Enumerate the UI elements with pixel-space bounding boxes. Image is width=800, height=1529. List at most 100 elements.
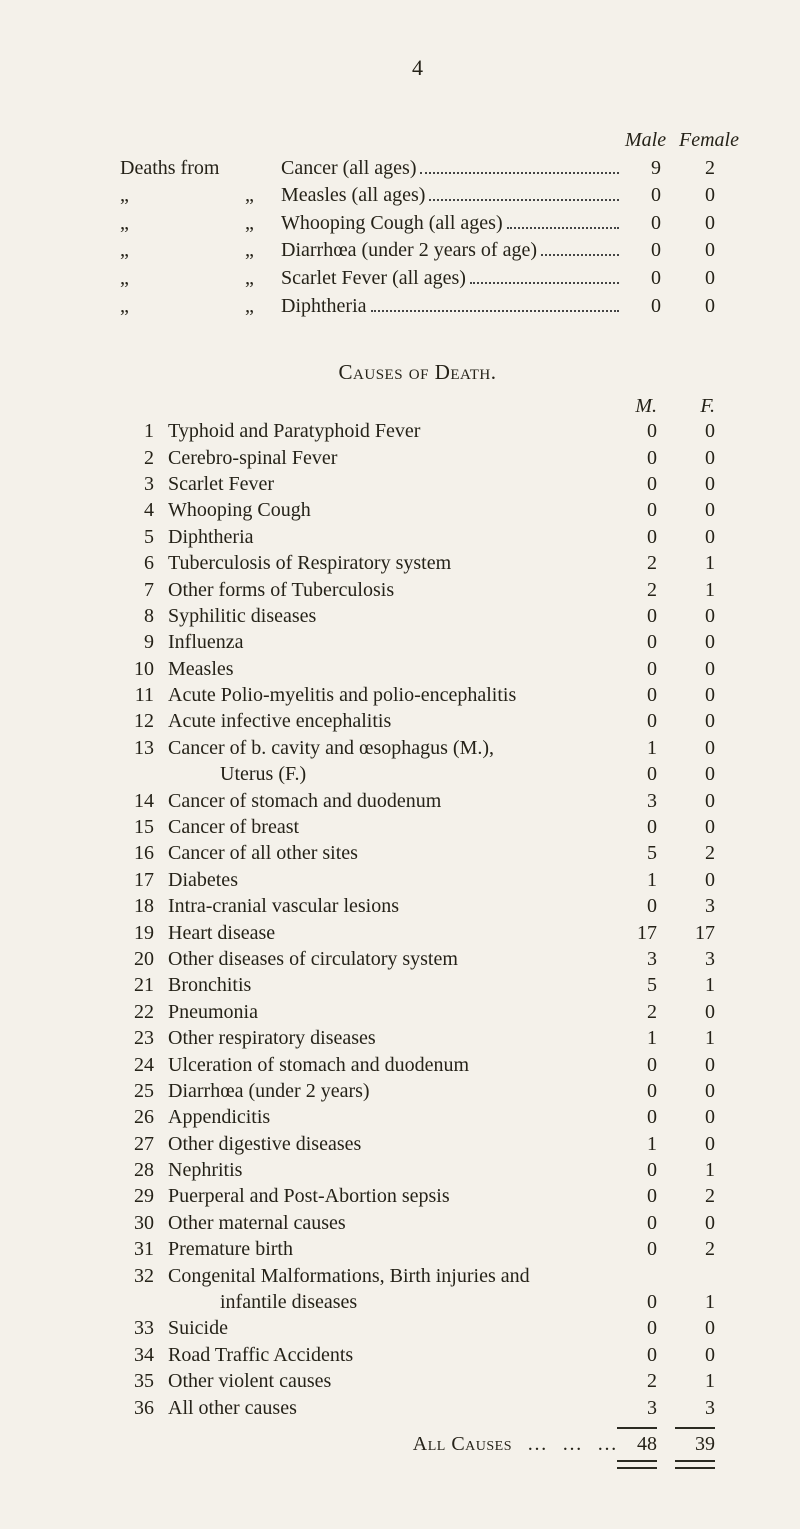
- leader-dots: [382, 1032, 611, 1044]
- label-wrap: Diabetes: [168, 867, 617, 893]
- female-count: 0: [675, 867, 715, 893]
- female-count: 0: [675, 524, 715, 550]
- leader-dots: [359, 1349, 611, 1361]
- cause-row: 21Bronchitis51: [120, 972, 715, 998]
- indent: [120, 761, 220, 787]
- male-count: 2: [617, 1368, 657, 1394]
- label-wrap: Premature birth: [168, 1236, 617, 1262]
- male-count: 0: [617, 1289, 657, 1315]
- female-count: 2: [675, 1183, 715, 1209]
- cause-label: Other forms of Tuberculosis: [168, 577, 394, 603]
- label-wrap: Cancer of stomach and duodenum: [168, 788, 617, 814]
- cause-row: 19Heart disease1717: [120, 920, 715, 946]
- row-number: 12: [120, 708, 168, 734]
- ditto: „: [245, 210, 281, 238]
- cause-label: Acute infective encephalitis: [168, 708, 391, 734]
- row-number: 16: [120, 840, 168, 866]
- male-count: 0: [617, 1078, 657, 1104]
- leader-dots: [500, 742, 611, 754]
- row-number: 15: [120, 814, 168, 840]
- label-wrap: All other causes: [168, 1395, 617, 1421]
- cause-label: Diabetes: [168, 867, 238, 893]
- lead-text: „: [120, 265, 245, 293]
- lead-text: „: [120, 210, 245, 238]
- male-count: 0: [617, 761, 657, 787]
- leader-dots: [322, 610, 611, 622]
- row-number: 34: [120, 1342, 168, 1368]
- female-count: 0: [679, 210, 715, 238]
- female-count: 1: [675, 972, 715, 998]
- label-wrap: Heart disease: [168, 920, 617, 946]
- female-count: 0: [675, 603, 715, 629]
- male-count: 1: [617, 1025, 657, 1051]
- leader-dots: [234, 1322, 611, 1334]
- totals-rule-bottom: [120, 1460, 715, 1469]
- cause-label: Pneumonia: [168, 999, 258, 1025]
- male-count: 0: [617, 497, 657, 523]
- label-wrap: Other violent causes: [168, 1368, 617, 1394]
- female-count: 0: [679, 182, 715, 210]
- deaths-from-header: Male Female: [120, 127, 715, 155]
- leader-dots: [541, 244, 619, 256]
- leader-dots: [367, 1138, 611, 1150]
- leader-dots: [400, 584, 611, 596]
- leader-dots: [260, 531, 611, 543]
- male-count: 0: [617, 1052, 657, 1078]
- page: 4 Male Female Deaths fromCancer (all age…: [0, 0, 800, 1529]
- leader-dots: [397, 715, 611, 727]
- female-count: 3: [675, 946, 715, 972]
- leader-dots: [475, 1059, 611, 1071]
- female-count: 0: [675, 418, 715, 444]
- label-wrap: Intra-cranial vascular lesions: [168, 893, 617, 919]
- leader-dots: [303, 1402, 611, 1414]
- deaths-from-row: „„Diphtheria 00: [120, 293, 715, 321]
- label-wrap: Uterus (F.): [220, 761, 617, 787]
- cause-row: 29Puerperal and Post-Abortion sepsis02: [120, 1183, 715, 1209]
- leader-dots: [280, 478, 611, 490]
- female-count: 0: [675, 761, 715, 787]
- cause-row: 6Tuberculosis of Respiratory system21: [120, 550, 715, 576]
- cause-label: Typhoid and Paratyphoid Fever: [168, 418, 420, 444]
- cause-label: Measles: [168, 656, 234, 682]
- male-count: 0: [617, 524, 657, 550]
- cause-label: Cerebro-spinal Fever: [168, 445, 337, 471]
- label-wrap: Measles: [168, 656, 617, 682]
- row-number: 2: [120, 445, 168, 471]
- leader-dots: [240, 663, 611, 675]
- cause-label: infantile diseases: [220, 1289, 357, 1315]
- label-wrap: Cancer of b. cavity and œsophagus (M.),: [168, 735, 617, 761]
- cause-label: Influenza: [168, 629, 244, 655]
- male-count: 0: [617, 603, 657, 629]
- lead-text: „: [120, 293, 245, 321]
- label-wrap: Other respiratory diseases: [168, 1025, 617, 1051]
- cause-label: Heart disease: [168, 920, 275, 946]
- causes-of-death-header: M. F.: [120, 395, 715, 418]
- leader-dots: [352, 1217, 611, 1229]
- male-count: 0: [617, 471, 657, 497]
- male-count: 0: [617, 1104, 657, 1130]
- row-number: 36: [120, 1395, 168, 1421]
- row-number: 29: [120, 1183, 168, 1209]
- female-count: 0: [679, 293, 715, 321]
- female-count: 1: [675, 577, 715, 603]
- leader-dots: [257, 979, 611, 991]
- male-count: 0: [617, 1157, 657, 1183]
- label-wrap: Bronchitis: [168, 972, 617, 998]
- male-count: 0: [617, 1342, 657, 1368]
- cause-label: Other digestive diseases: [168, 1131, 361, 1157]
- female-count: 2: [675, 1236, 715, 1262]
- male-count: 0: [625, 182, 661, 210]
- label-wrap: Congenital Malformations, Birth injuries…: [168, 1263, 617, 1289]
- label-wrap: Scarlet Fever: [168, 471, 617, 497]
- deaths-from-row: „„Diarrhœa (under 2 years of age) 00: [120, 237, 715, 265]
- leader-dots: [264, 1006, 611, 1018]
- cause-label: Cancer of b. cavity and œsophagus (M.),: [168, 735, 494, 761]
- female-count: 1: [675, 1157, 715, 1183]
- cause-row: 7Other forms of Tuberculosis21: [120, 577, 715, 603]
- male-count: 17: [617, 920, 657, 946]
- cause-label: Whooping Cough: [168, 497, 311, 523]
- cause-label: Appendicitis: [168, 1104, 270, 1130]
- cause-label: Diphtheria: [168, 524, 254, 550]
- lead-text: Deaths from: [120, 155, 245, 183]
- cause-row: 23Other respiratory diseases11: [120, 1025, 715, 1051]
